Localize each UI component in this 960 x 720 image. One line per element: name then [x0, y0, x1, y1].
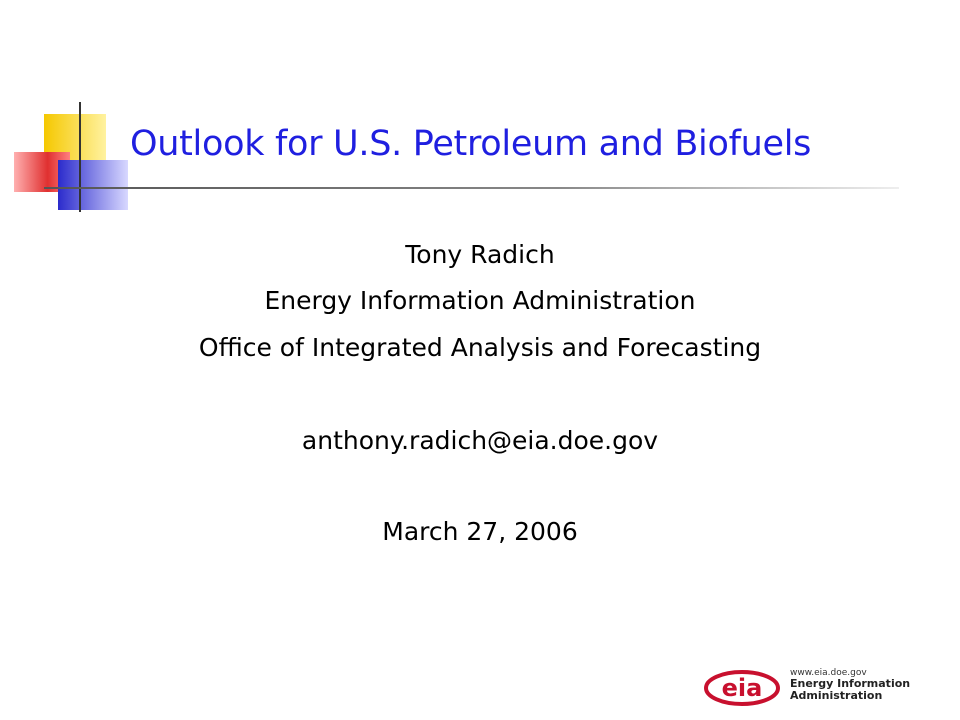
- eia-logo-name-line2: Administration: [790, 689, 883, 702]
- title-decoration: [14, 102, 128, 212]
- eia-logo-url: www.eia.doe.gov: [790, 668, 867, 678]
- title-underline: [44, 187, 899, 189]
- author-name: Tony Radich: [405, 240, 555, 269]
- slide-title: Outlook for U.S. Petroleum and Biofuels: [130, 124, 812, 164]
- eia-logo-mark: eia: [704, 670, 780, 706]
- email-address: anthony.radich@eia.doe.gov: [301, 426, 659, 455]
- presentation-date: March 27, 2006: [382, 517, 578, 546]
- eia-logo: eia www.eia.doe.gov Energy Information A…: [704, 668, 924, 710]
- organization-name: Energy Information Administration: [264, 286, 696, 315]
- office-name: Office of Integrated Analysis and Foreca…: [198, 333, 762, 362]
- eia-logo-letters: eia: [722, 674, 763, 702]
- eia-logo-name: Energy Information Administration: [790, 678, 910, 702]
- blue-square: [58, 160, 128, 210]
- eia-logo-name-line1: Energy Information: [790, 677, 911, 690]
